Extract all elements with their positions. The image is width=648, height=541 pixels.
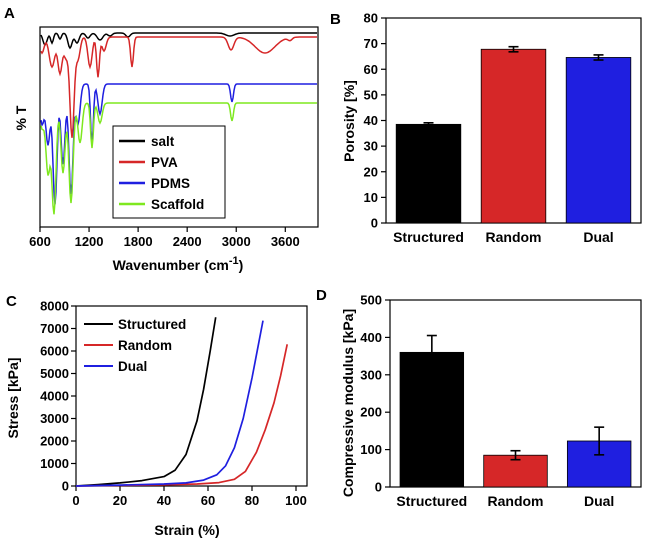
panel-a-xlabel-close: )	[239, 257, 244, 273]
panel-c-ytick-label: 5000	[40, 366, 69, 381]
panel-d-bar-structured	[399, 351, 465, 488]
panel-a-xtick-label: 600	[29, 234, 51, 249]
panel-a-pdms-trace	[40, 83, 317, 205]
panel-c-ytick-label: 7000	[40, 321, 69, 336]
panel-a-xlabel-sup: -1	[229, 255, 239, 267]
panel-c-ylabel: Stress [kPa]	[5, 358, 21, 439]
panel-d-ytick-label: 500	[360, 293, 382, 308]
panel-d-category-label: Dual	[584, 493, 614, 509]
panel-letter-a: A	[4, 5, 15, 22]
panel-c-ytick-label: 3000	[40, 411, 69, 426]
panel-b-ytick-label: 0	[371, 216, 378, 231]
panel-c-ytick-label: 0	[62, 479, 69, 494]
panel-b-bar-dual	[565, 57, 632, 224]
panel-c-xtick-label: 100	[285, 493, 307, 508]
panel-a-xtick-label: 2400	[173, 234, 202, 249]
panel-b-ytick-label: 20	[364, 164, 378, 179]
panel-a-frame	[39, 26, 319, 228]
panel-d-category-label: Random	[488, 493, 544, 509]
panel-c-xtick-label: 80	[245, 493, 259, 508]
panel-b-category-label: Structured	[393, 229, 464, 245]
panel-letter-d: D	[316, 287, 327, 304]
panel-a-salt-trace	[40, 32, 317, 50]
panel-b-ytick-label: 10	[364, 190, 378, 205]
panel-a-xtick-label: 3000	[222, 234, 251, 249]
panel-c-stress-strain: Stress [kPa] Strain (%) 0100020003000400…	[5, 299, 308, 538]
panel-c-ytick-label: 1000	[40, 456, 69, 471]
panel-d-ytick-label: 300	[360, 367, 382, 382]
panel-a-xlabel: Wavenumber (cm-1)	[113, 255, 244, 273]
panel-c-ytick-label: 2000	[40, 434, 69, 449]
panel-a-legend: salt PVA PDMS Scaffold	[112, 125, 226, 219]
panel-c-xtick-label: 40	[157, 493, 171, 508]
panel-d-category-label: Structured	[396, 493, 467, 509]
panel-a-legend-label-pva: PVA	[151, 155, 178, 170]
panel-c-legend-label-structured: Structured	[118, 317, 186, 332]
panel-c-xtick-label: 20	[113, 493, 127, 508]
panel-c-ytick-label: 6000	[40, 344, 69, 359]
panel-letter-b: B	[330, 11, 341, 28]
panel-letter-c: C	[6, 293, 17, 310]
panel-d-compressive-modulus: Compressive modulus [kPa] 0 100 200 300 400 5…	[340, 293, 642, 509]
panel-d-ytick-label: 400	[360, 330, 382, 345]
panel-b-ytick-label: 80	[364, 11, 378, 26]
panel-b-ytick-label: 60	[364, 62, 378, 77]
panel-c-ytick-label: 4000	[40, 389, 69, 404]
panel-b-category-label: Random	[486, 229, 542, 245]
panel-c-ytick-label: 8000	[40, 299, 69, 314]
panel-b-porosity: Porosity [%] 0 10 20 30 40 50 60 70 80 Structured…	[341, 11, 642, 245]
panel-a-xtick-label: 1200	[75, 234, 104, 249]
panel-d-bar-dual	[566, 440, 632, 488]
panel-d-ytick-label: 100	[360, 442, 382, 457]
panel-d-ytick-label: 200	[360, 405, 382, 420]
panel-a-legend-label-pdms: PDMS	[151, 176, 190, 191]
panel-a-xlabel-main: Wavenumber (cm	[113, 257, 229, 273]
panel-d-bar-random	[483, 454, 548, 488]
panel-d-ytick-label: 0	[375, 480, 382, 495]
panel-b-ytick-label: 30	[364, 139, 378, 154]
panel-a-xtick-label: 3600	[271, 234, 300, 249]
panel-a-legend-label-salt: salt	[151, 134, 175, 149]
panel-b-bar-random	[480, 48, 547, 224]
panel-c-frame	[75, 305, 308, 487]
panel-a-ylabel: % T	[13, 105, 29, 130]
panel-c-legend-label-random: Random	[118, 338, 172, 353]
panel-b-ylabel: Porosity [%]	[341, 80, 357, 162]
panel-b-ytick-label: 40	[364, 113, 378, 128]
panel-c-xtick-label: 0	[72, 493, 79, 508]
panel-b-ytick-label: 50	[364, 87, 378, 102]
panel-a-pva-trace	[40, 36, 317, 138]
panel-c-xlabel: Strain (%)	[154, 522, 219, 538]
panel-b-category-label: Dual	[583, 229, 613, 245]
panel-c-legend-label-dual: Dual	[118, 359, 147, 374]
panel-b-ytick-label: 70	[364, 36, 378, 51]
panel-c-xtick-label: 60	[201, 493, 215, 508]
panel-c-curve-structured	[75, 317, 217, 487]
panel-a-ftir-spectra: 600 1200 1800 2400 3000 3600 % T Wavenumber (…	[13, 26, 319, 273]
panel-d-ylabel: Compressive modulus [kPa]	[340, 309, 356, 497]
panel-a-xtick-label: 1800	[124, 234, 153, 249]
panel-c-curve-dual	[75, 320, 264, 487]
panel-a-scaffold-trace	[40, 102, 317, 215]
panel-a-legend-label-scaffold: Scaffold	[151, 197, 204, 212]
panel-b-bar-structured	[395, 123, 462, 224]
